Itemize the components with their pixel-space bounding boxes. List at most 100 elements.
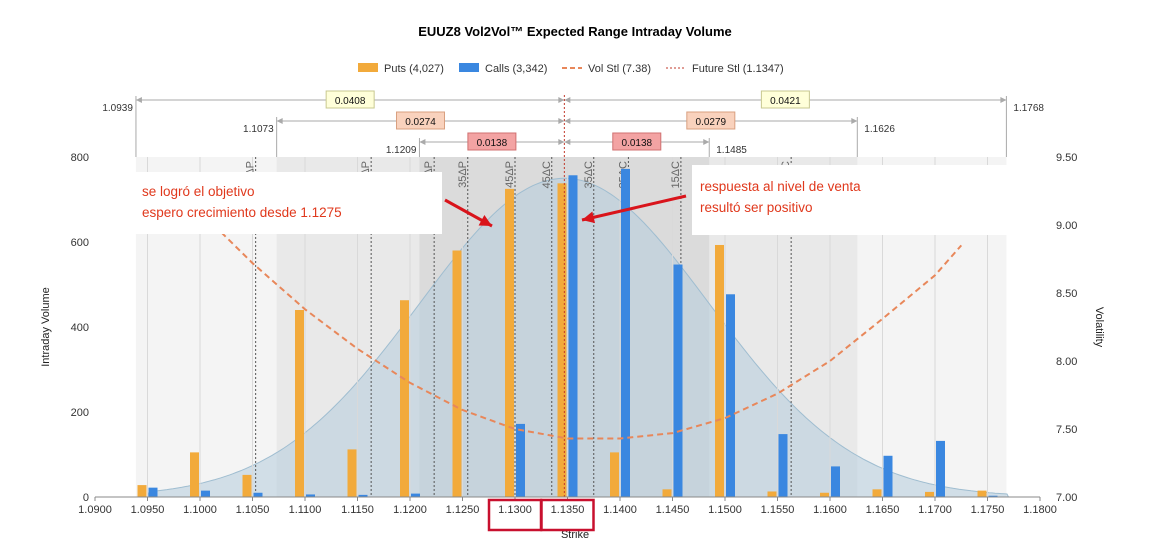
- arrow-head: [851, 118, 858, 124]
- y2-tick-label: 7.50: [1056, 424, 1077, 436]
- distribution-area: [146, 177, 1010, 498]
- legend-item-2: Vol Stl (7.38): [562, 63, 651, 75]
- range-box-bg: [686, 111, 736, 130]
- range-right-box: 0.0421: [760, 90, 810, 109]
- arrow-head: [135, 97, 142, 103]
- range-high-label: 1.1485: [716, 145, 747, 156]
- range-right-box: 0.0138: [612, 132, 662, 151]
- annotation-bg: [692, 165, 1010, 235]
- legend-swatch: [358, 63, 378, 72]
- vol-curve: [199, 210, 963, 440]
- calls-bar: [516, 423, 525, 497]
- range-low-label: 1.0939: [102, 103, 133, 114]
- range-box-bg: [612, 132, 662, 151]
- annotations: se logró el objetivo espero crecimiento d…: [120, 165, 1010, 235]
- range-box-value: 0.0274: [405, 117, 436, 128]
- range-box-value: 0.0138: [477, 138, 508, 149]
- range-row-1: 1.1073 1.1626 0.0274 0.0279: [243, 111, 895, 157]
- puts-bar: [715, 244, 724, 497]
- vol-curve-layer: [199, 210, 963, 440]
- calls-bar: [988, 495, 998, 497]
- range-row-0: 1.0939 1.1768 0.0408 0.0421: [102, 90, 1044, 157]
- arrow-head: [564, 97, 571, 103]
- x-tick-label: 1.1100: [289, 504, 322, 516]
- arrow-head: [1000, 97, 1007, 103]
- annotation-line: espero crecimiento desde 1.1275: [142, 205, 342, 220]
- range-left-box: 0.0408: [325, 90, 375, 109]
- calls-bar: [306, 494, 315, 497]
- chart-title: EUUZ8 Vol2Vol™ Expected Range Intraday V…: [418, 24, 732, 39]
- delta-label: 15ΔC: [670, 161, 682, 189]
- y2-tick-label: 8.00: [1056, 356, 1077, 368]
- calls-bar: [411, 493, 420, 497]
- puts-bar: [505, 188, 514, 497]
- puts-bar: [137, 485, 147, 497]
- calls-bar: [726, 294, 735, 497]
- y-tick-label: 0: [83, 492, 89, 504]
- delta-label: 45ΔP: [504, 161, 516, 188]
- bar-series: [137, 168, 998, 497]
- x-tick-label: 1.1650: [866, 504, 900, 516]
- annotation-line: respuesta al nivel de venta: [700, 179, 861, 194]
- x-tick-label: 1.0900: [78, 504, 112, 516]
- legend-label: Puts (4,027): [384, 63, 444, 75]
- calls-bar: [778, 434, 788, 497]
- range-box-value: 0.0421: [770, 96, 801, 107]
- arrow-head: [558, 139, 565, 145]
- arrow-head: [558, 118, 565, 124]
- x-tick-label: 1.1700: [918, 504, 952, 516]
- range-low-label: 1.1209: [386, 145, 417, 156]
- calls-bar: [253, 492, 263, 497]
- x-tick-label: 1.1300: [498, 504, 532, 516]
- legend: Puts (4,027) Calls (3,342) Vol Stl (7.38) F…: [358, 63, 784, 75]
- range-box-bg: [760, 90, 810, 109]
- x-tick-label: 1.1350: [551, 504, 585, 516]
- x-tick-label: 1.1550: [761, 504, 795, 516]
- annotation-line: se logró el objetivo: [142, 184, 255, 199]
- delta-label: 45ΔC: [541, 161, 553, 189]
- puts-bar: [242, 474, 252, 497]
- x-tick-label: 1.1050: [236, 504, 270, 516]
- x-tick-label: 1.1800: [1023, 504, 1057, 516]
- arrow-head: [564, 139, 571, 145]
- puts-bar: [347, 449, 357, 497]
- arrow-head: [558, 97, 565, 103]
- calls-bar: [201, 490, 210, 497]
- annotation-arrow: [581, 194, 687, 222]
- x-tick-label: 1.1450: [656, 504, 690, 516]
- range-left-box: 0.0274: [396, 111, 445, 130]
- puts-bar: [767, 491, 777, 497]
- tick-highlights: [487, 498, 595, 532]
- arrow-head: [582, 211, 596, 224]
- calls-bar: [358, 494, 368, 497]
- puts-bar: [977, 490, 987, 497]
- axes: 1.0900 1.0950 1.1000 1.1050 1.1100 1.1150 1.12…: [71, 152, 1078, 516]
- y2-axis-label: Volatility: [1093, 307, 1105, 348]
- range-box-bg: [325, 90, 375, 109]
- arrow-head: [419, 139, 426, 145]
- x-tick-label: 1.1400: [603, 504, 637, 516]
- annotation-line: resultó ser positivo: [700, 200, 813, 215]
- range-box-bg: [396, 111, 445, 130]
- legend-item-1: Calls (3,342): [459, 63, 547, 75]
- y-axis-label: Intraday Volume: [40, 287, 52, 367]
- range-high-label: 1.1626: [864, 124, 895, 135]
- range-left-box: 0.0138: [467, 132, 517, 151]
- range-box-bg: [467, 132, 517, 151]
- arrow-head: [703, 139, 710, 145]
- puts-bar: [557, 183, 567, 497]
- range-box-value: 0.0138: [622, 138, 653, 149]
- x-tick-label: 1.1250: [446, 504, 480, 516]
- range-box-value: 0.0279: [696, 117, 727, 128]
- annotation-bg: [120, 172, 442, 234]
- legend-item-3: Future Stl (1.1347): [666, 63, 784, 75]
- arrow-head: [564, 118, 571, 124]
- legend-label: Future Stl (1.1347): [692, 63, 784, 75]
- calls-bar: [621, 168, 630, 497]
- x-tick-label: 1.1600: [813, 504, 847, 516]
- y2-tick-label: 9.00: [1056, 220, 1077, 232]
- x-tick-label: 1.1750: [971, 504, 1005, 516]
- arrow-head: [276, 118, 283, 124]
- puts-bar: [400, 300, 409, 497]
